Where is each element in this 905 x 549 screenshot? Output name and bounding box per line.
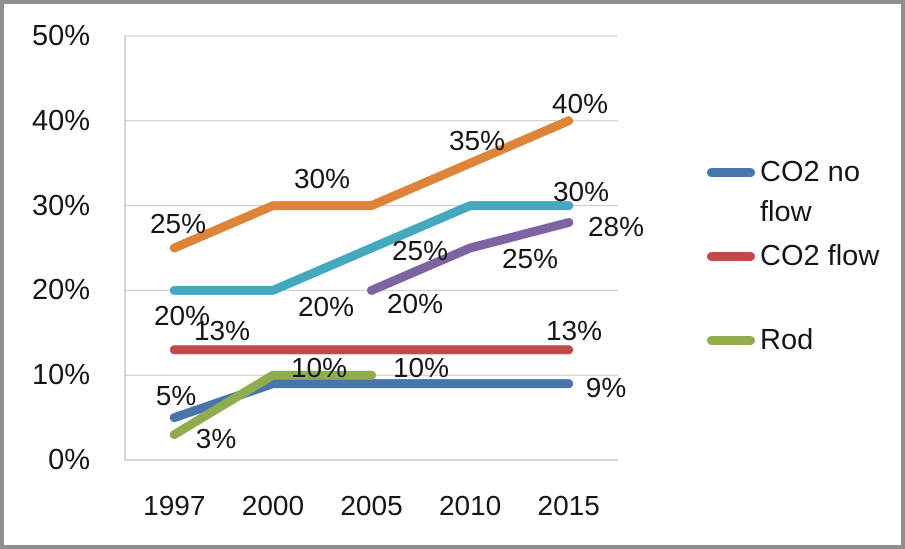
data-label-purple-line: 28% <box>587 211 645 242</box>
data-label-teal-line: 20% <box>153 300 211 331</box>
y-axis-tick-label: 30% <box>31 189 90 222</box>
x-axis-tick-label: 2005 <box>340 490 403 521</box>
data-label-purple-line: 25% <box>501 243 559 274</box>
data-label-teal-line: 30% <box>552 176 610 207</box>
series-teal-line <box>169 201 574 295</box>
data-label-co2-no-flow: 5% <box>155 380 197 411</box>
data-label-orange-line: 35% <box>448 125 506 156</box>
data-label-teal-line: 20% <box>297 291 355 322</box>
data-label-co2-flow: 13% <box>193 315 251 346</box>
legend-swatch-co2-flow <box>707 252 755 261</box>
data-label-rod: 10% <box>392 352 450 383</box>
data-label-orange-line: 40% <box>551 88 609 119</box>
data-label-purple-line: 20% <box>386 288 444 319</box>
x-axis-tick-label: 1997 <box>143 490 206 521</box>
y-axis-tick-label: 50% <box>31 20 90 52</box>
series-orange-line <box>169 116 574 253</box>
y-axis-tick-label: 10% <box>31 359 90 392</box>
legend-swatch-rod <box>707 336 755 345</box>
x-axis-tick-label: 2000 <box>241 490 305 521</box>
data-label-rod: 10% <box>290 352 348 383</box>
data-label-orange-line: 25% <box>149 208 207 239</box>
y-axis-tick-label: 40% <box>31 104 90 137</box>
y-axis-tick-label: 0% <box>48 444 90 476</box>
data-label-co2-no-flow: 9% <box>585 372 627 403</box>
data-label-co2-flow: 13% <box>545 315 603 346</box>
series-purple-line <box>367 218 574 295</box>
x-axis-tick-label: 2010 <box>438 490 502 521</box>
data-label-rod: 3% <box>195 423 237 454</box>
legend-swatch-co2-no-flow <box>707 168 755 177</box>
data-label-orange-line: 30% <box>293 163 351 194</box>
legend-label-co2-no-flow: CO2 no flow <box>760 156 860 228</box>
y-axis-tick-label: 20% <box>31 274 90 307</box>
series-rod <box>169 370 376 440</box>
legend-label-rod: Rod <box>760 324 814 356</box>
legend-label-co2-flow: CO2 flow <box>760 240 880 272</box>
x-axis-tick-label: 2015 <box>537 490 600 521</box>
data-label-teal-line: 25% <box>391 235 449 266</box>
